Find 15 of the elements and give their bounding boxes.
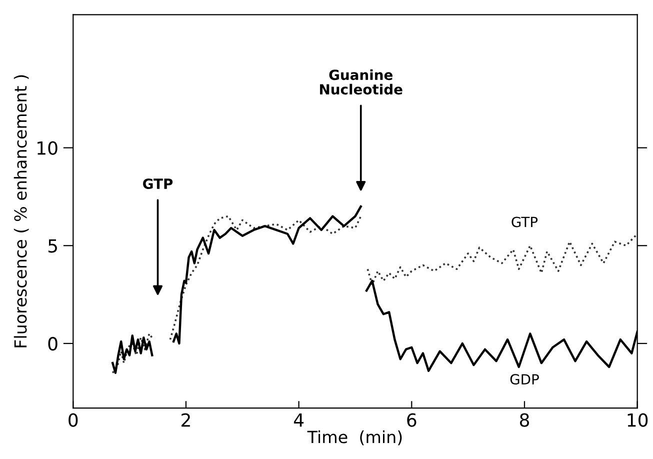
y-tick-label: 0 xyxy=(48,336,58,351)
x-axis-title: Time (min) xyxy=(307,430,402,446)
series-label: GTP xyxy=(512,216,538,228)
x-tick-label: 0 xyxy=(68,413,78,427)
annotation: Guanine Nucleotide xyxy=(320,69,402,95)
y-tick-label: 10 xyxy=(38,141,58,155)
x-tick-label: 4 xyxy=(294,413,304,427)
annotation: GTP xyxy=(143,178,173,190)
series-label: GDP xyxy=(510,374,539,385)
y-tick-label: 5 xyxy=(48,239,57,253)
x-tick-label: 10 xyxy=(628,413,648,427)
x-tick-label: 6 xyxy=(407,413,416,427)
x-tick-label: 2 xyxy=(182,413,190,427)
y-axis-title: Fluorescence ( % enhancement ) xyxy=(14,75,29,348)
x-tick-label: 8 xyxy=(520,413,529,427)
